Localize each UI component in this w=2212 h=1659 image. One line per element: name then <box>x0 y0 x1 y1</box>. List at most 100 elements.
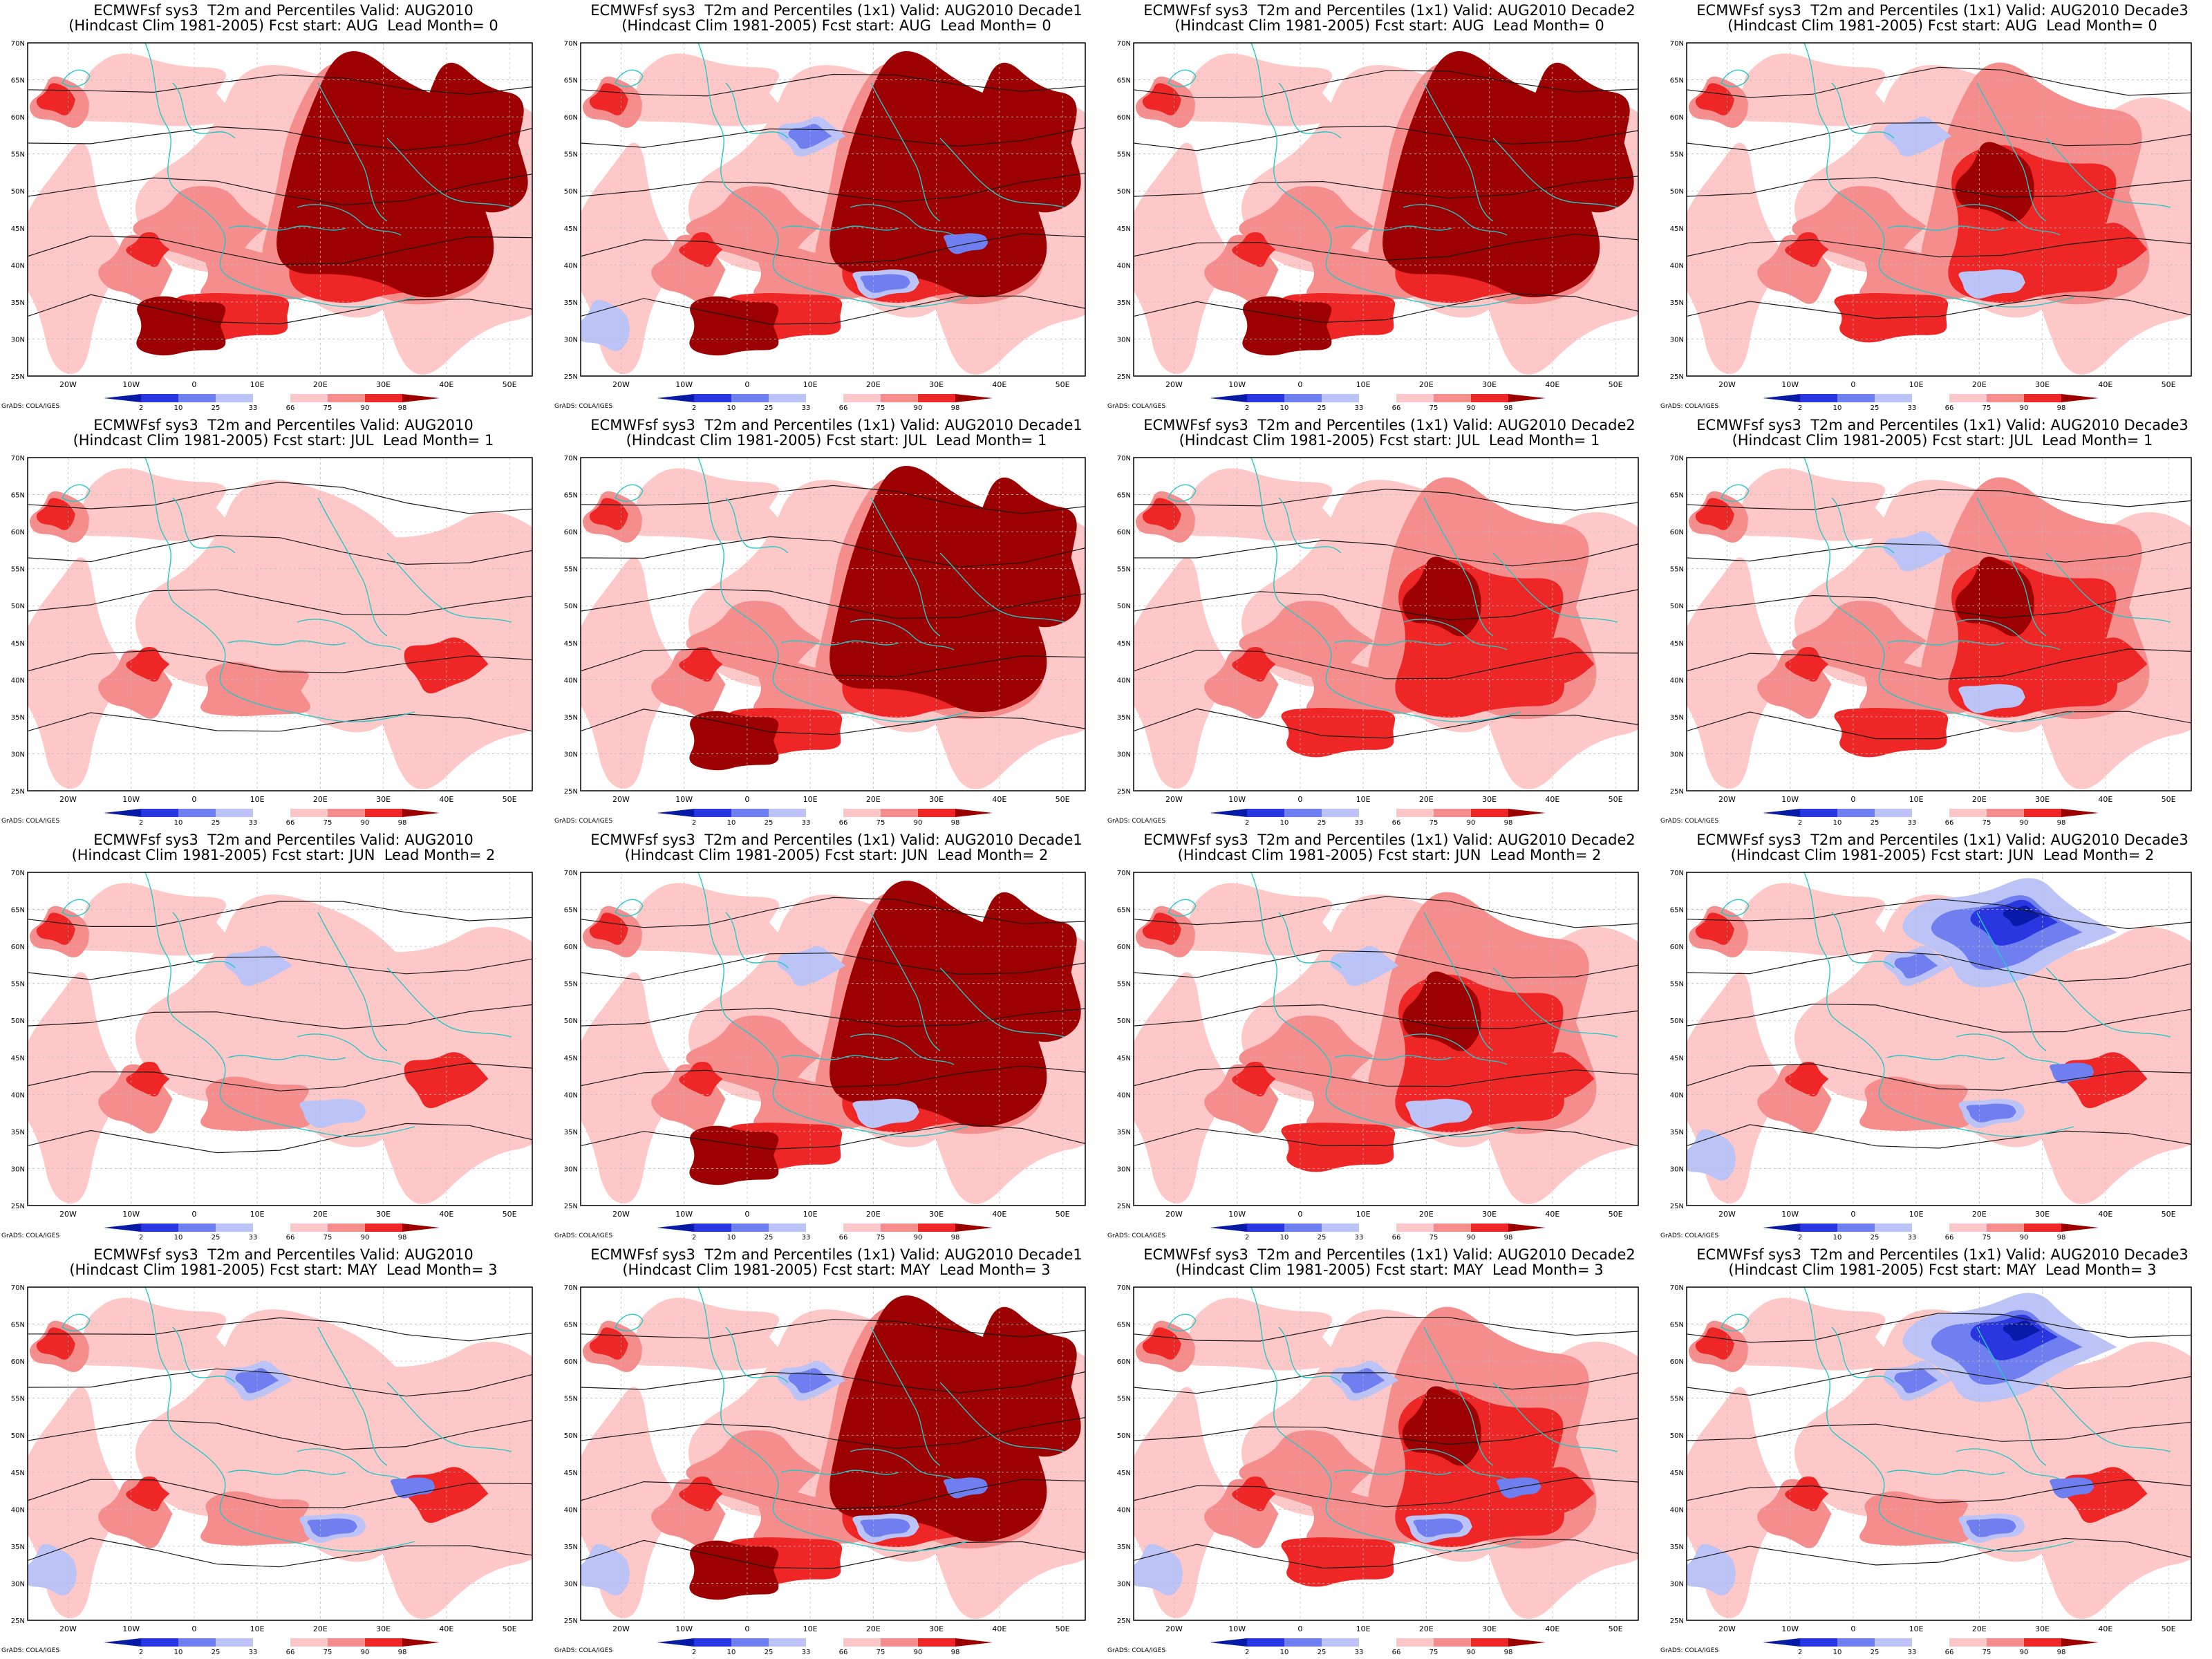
lat-tick-label: 25N <box>564 1203 578 1210</box>
graticule <box>28 43 532 376</box>
lon-tick-label: 10E <box>803 795 818 804</box>
anomaly-region <box>1730 883 1891 956</box>
panel-subtitle: (Hindcast Clim 1981-2005) Fcst start: JU… <box>626 432 1047 449</box>
anomaly-region <box>1402 556 1481 637</box>
lon-tick-label: 40E <box>439 1624 453 1633</box>
lon-tick-label: 0 <box>744 380 749 389</box>
lon-tick-label: 20W <box>1165 1210 1183 1219</box>
panel-subtitle: (Hindcast Clim 1981-2005) Fcst start: AU… <box>1727 17 2157 34</box>
map-frame <box>580 872 1086 1206</box>
percentile-map: 70N 65N 60N 55N 50N 45N 40N 35N 30N 25N 20W 10W 0 10E… <box>564 870 1086 1241</box>
lon-tick-label: 30E <box>2035 380 2050 389</box>
lat-tick-label: 65N <box>564 1322 578 1329</box>
lon-tick-label: 20W <box>1718 1210 1736 1219</box>
colorbar-segment <box>141 1638 178 1647</box>
colorbar-segment <box>918 1224 955 1232</box>
lon-tick-label: 50E <box>1609 1210 1623 1219</box>
lat-tick-label: 50N <box>564 188 578 196</box>
coastlines <box>1721 872 2171 1137</box>
lon-tick-label: 20W <box>612 1624 630 1633</box>
colorbar-label: 98 <box>2057 404 2066 412</box>
colorbar-label: 66 <box>1392 1234 1401 1241</box>
forecast-panel: ECMWFsf sys3 T2m and Percentiles Valid: … <box>0 415 553 830</box>
colorbar-segment <box>178 1638 216 1647</box>
colorbar-segment <box>1875 1638 1912 1647</box>
lat-tick-label: 45N <box>564 225 578 233</box>
panel-title: ECMWFsf sys3 T2m and Percentiles Valid: … <box>93 832 474 848</box>
colorbar-segment <box>1763 809 1800 817</box>
temperature-contours <box>1687 899 2191 1149</box>
colorbar: 2 10 25 33 66 75 90 98 <box>1210 394 1546 412</box>
lat-tick-label: 35N <box>1117 299 1131 307</box>
colorbar-segment <box>806 394 843 402</box>
graticule <box>581 43 1085 376</box>
colorbar-label: 2 <box>139 404 143 412</box>
map-field <box>1687 1287 2191 1620</box>
colorbar: 2 10 25 33 66 75 90 98 <box>104 1638 440 1656</box>
lat-tick-label: 60N <box>1670 944 1684 951</box>
colorbar-label: 33 <box>1355 1234 1364 1241</box>
graticule <box>28 1287 532 1620</box>
lat-tick-label: 65N <box>11 1322 25 1329</box>
anomaly-region <box>1883 116 1952 157</box>
temperature-contours <box>28 74 532 325</box>
lon-tick-label: 0 <box>191 1210 196 1219</box>
colorbar-label: 66 <box>839 1234 848 1241</box>
anomaly-region <box>126 232 170 268</box>
lat-tick-label: 55N <box>1670 981 1684 988</box>
lat-tick-label: 30N <box>1670 1165 1684 1173</box>
lon-tick-label: 30E <box>2035 1210 2050 1219</box>
lon-tick-label: 50E <box>1609 1624 1623 1633</box>
colorbar-label: 98 <box>2057 819 2066 827</box>
colorbar-label: 66 <box>1392 404 1401 412</box>
colorbar-label: 25 <box>765 1234 774 1241</box>
coastlines <box>615 458 1065 722</box>
lon-tick-label: 30E <box>929 1624 944 1633</box>
lat-tick-label: 70N <box>564 870 578 877</box>
lat-tick-label: 40N <box>11 1091 25 1099</box>
colorbar-segment <box>843 1638 881 1647</box>
colorbar-label: 2 <box>1798 1649 1802 1656</box>
lon-tick-label: 10W <box>1781 380 1799 389</box>
temperature-contours <box>28 1317 532 1568</box>
colorbar-segment <box>1912 1224 1949 1232</box>
map-frame <box>27 1286 533 1621</box>
colorbar-segment <box>1322 809 1359 817</box>
lon-tick-label: 40E <box>439 380 453 389</box>
map-frame <box>1133 1286 1639 1621</box>
anomaly-region <box>2003 1320 2041 1341</box>
lon-tick-label: 20W <box>1718 795 1736 804</box>
panel-subtitle: (Hindcast Clim 1981-2005) Fcst start: JU… <box>1179 432 1600 449</box>
anomaly-region <box>1281 707 1396 758</box>
graticule <box>1687 43 2191 376</box>
colorbar-label: 90 <box>914 1649 923 1656</box>
colorbar-label: 75 <box>324 819 332 827</box>
anomaly-region <box>1177 1297 1338 1371</box>
colorbar-segment <box>365 394 402 402</box>
colorbar-segment <box>290 809 328 817</box>
colorbar-segment <box>253 1638 290 1647</box>
lat-tick-label: 50N <box>564 1432 578 1440</box>
lon-tick-label: 0 <box>1297 1624 1302 1633</box>
colorbar-segment <box>402 1638 440 1647</box>
colorbar: 2 10 25 33 66 75 90 98 <box>1763 809 2099 827</box>
anomaly-region <box>126 1476 170 1512</box>
lon-tick-label: 10E <box>1909 795 1924 804</box>
anomaly-region <box>852 1098 919 1128</box>
lon-tick-label: 20E <box>866 380 881 389</box>
colorbar-segment <box>1471 1224 1508 1232</box>
colorbar-segment <box>1875 809 1912 817</box>
colorbar-segment <box>1471 394 1508 402</box>
lat-tick-label: 60N <box>11 1358 25 1366</box>
temperature-contours <box>28 901 532 1154</box>
forecast-panel: ECMWFsf sys3 T2m and Percentiles (1x1) V… <box>1659 1244 2212 1659</box>
lat-tick-label: 30N <box>564 1580 578 1588</box>
graticule <box>1134 872 1638 1206</box>
forecast-panel: ECMWFsf sys3 T2m and Percentiles (1x1) V… <box>1659 830 2212 1244</box>
colorbar-segment <box>806 1638 843 1647</box>
colorbar-segment <box>694 1638 731 1647</box>
lon-tick-label: 0 <box>1850 380 1855 389</box>
lat-tick-label: 55N <box>11 566 25 574</box>
colorbar-label: 33 <box>1908 1649 1917 1656</box>
anomaly-region <box>1281 1122 1396 1172</box>
